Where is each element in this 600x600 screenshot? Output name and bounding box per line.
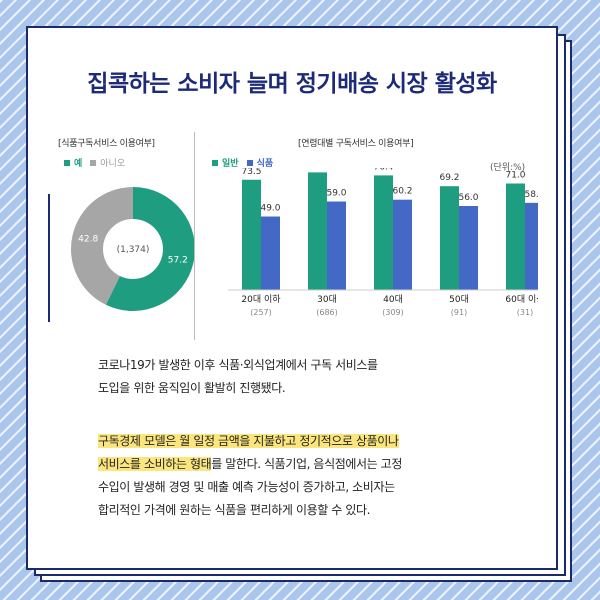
bar-value-label: 60.2 [392, 187, 412, 197]
paragraph-1-line-1: 코로나19가 발생한 이후 식품·외식업계에서 구독 서비스를 [98, 358, 378, 372]
bar-value-label: 76.4 [373, 168, 393, 172]
pie-slice-no [71, 187, 133, 305]
bar-chart-title: [연령대별 구독서비스 이용여부] [298, 139, 414, 149]
bar-general [506, 183, 525, 290]
bar-value-label: 73.5 [241, 168, 261, 177]
category-label: 50대 [449, 294, 469, 305]
sample-size-label: (686) [316, 308, 338, 317]
bar-value-label: 58.1 [524, 190, 538, 200]
legend-swatch-no [90, 159, 97, 166]
paragraph-2-line-3: 수입이 발생해 경영 및 매출 예측 가능성이 증가하고, 소비자는 [98, 480, 395, 494]
highlight-line-1: 구독경제 모델은 월 일정 금액을 지불하고 정기적으로 상품이나 [98, 434, 399, 448]
paragraph-1-line-2: 도입을 위한 움직임이 활발히 진행됐다. [98, 381, 286, 395]
bar-general [440, 186, 459, 290]
pie-chart-title: [식품구독서비스 이용여부] [58, 139, 155, 149]
donut-chart: 57.2 42.8 (1,374) [71, 187, 195, 311]
legend-swatch-general [212, 159, 218, 166]
category-label: 40대 [383, 294, 403, 305]
bar-food [393, 199, 412, 290]
legend-swatch-yes [64, 159, 70, 166]
paragraph-2-line-2-rest: 를 말한다. 식품기업, 음식점에서는 고정 [211, 457, 402, 471]
bar-food [327, 201, 346, 290]
pie-center-label: (1,374) [117, 245, 150, 255]
bar-value-label: 49.0 [260, 204, 280, 214]
bar-value-label: 69.2 [439, 173, 459, 183]
card: 집콕하는 소비자 늘며 정기배송 시장 활성화 [식품구독서비스 이용여부] 예… [26, 26, 558, 570]
bar-general [308, 172, 327, 290]
highlight-line-2: 서비스를 소비하는 형태 [98, 457, 212, 471]
bar-chart: 73.5 49.0 78.4 59.0 76.4 60.2 69.2 56.0 71.0 58.1 [228, 168, 538, 291]
sample-size-label: (309) [382, 308, 404, 317]
sample-size-label: (31) [517, 308, 533, 317]
bar-food [525, 202, 538, 290]
bar-value-label: 56.0 [458, 193, 478, 203]
legend-label-no: 아니오 [100, 159, 126, 169]
bar-general [242, 179, 261, 290]
category-label: 60대 이상 [505, 294, 538, 305]
panel-divider [194, 132, 195, 340]
bar-general [374, 175, 393, 290]
sample-size-label: (257) [250, 308, 272, 317]
pie-legend: 예 아니오 [64, 156, 125, 169]
category-label: 20대 이하 [241, 294, 281, 305]
unit-label: (단위:%) [490, 163, 526, 173]
pie-slice-yes [105, 187, 195, 311]
bar-value-label: 71.0 [505, 171, 525, 181]
legend-label-general: 일반 [222, 159, 239, 169]
legend-label-yes: 예 [74, 159, 83, 169]
pie-slice-label: 42.8 [78, 235, 98, 245]
category-label: 30대 [317, 294, 337, 305]
paragraph-2: 구독경제 모델은 월 일정 금액을 지불하고 정기적으로 상품이나 서비스를 소… [98, 430, 518, 522]
bar-value-label: 78.4 [307, 168, 327, 169]
bar-food [459, 206, 478, 290]
paragraph-2-line-4: 합리적인 가격에 원하는 식품을 편리하게 이용할 수 있다. [98, 503, 371, 517]
legend-label-food: 식품 [256, 159, 274, 169]
bar-value-label: 59.0 [326, 189, 346, 199]
bar-chart-axis: 20대 이하 (257) 30대 (686) 40대 (309) 50대 (91) 60대 이상… [241, 294, 538, 317]
left-accent-bar [48, 194, 50, 322]
pie-slice-label: 57.2 [168, 255, 188, 265]
paragraph-1: 코로나19가 발생한 이후 식품·외식업계에서 구독 서비스를 도입을 위한 움… [98, 354, 518, 400]
bar-legend: 일반 식품 [212, 156, 273, 169]
sample-size-label: (91) [451, 308, 467, 317]
legend-swatch-food [246, 159, 253, 166]
bar-food [261, 216, 280, 290]
page-title: 집콕하는 소비자 늘며 정기배송 시장 활성화 [87, 71, 497, 97]
